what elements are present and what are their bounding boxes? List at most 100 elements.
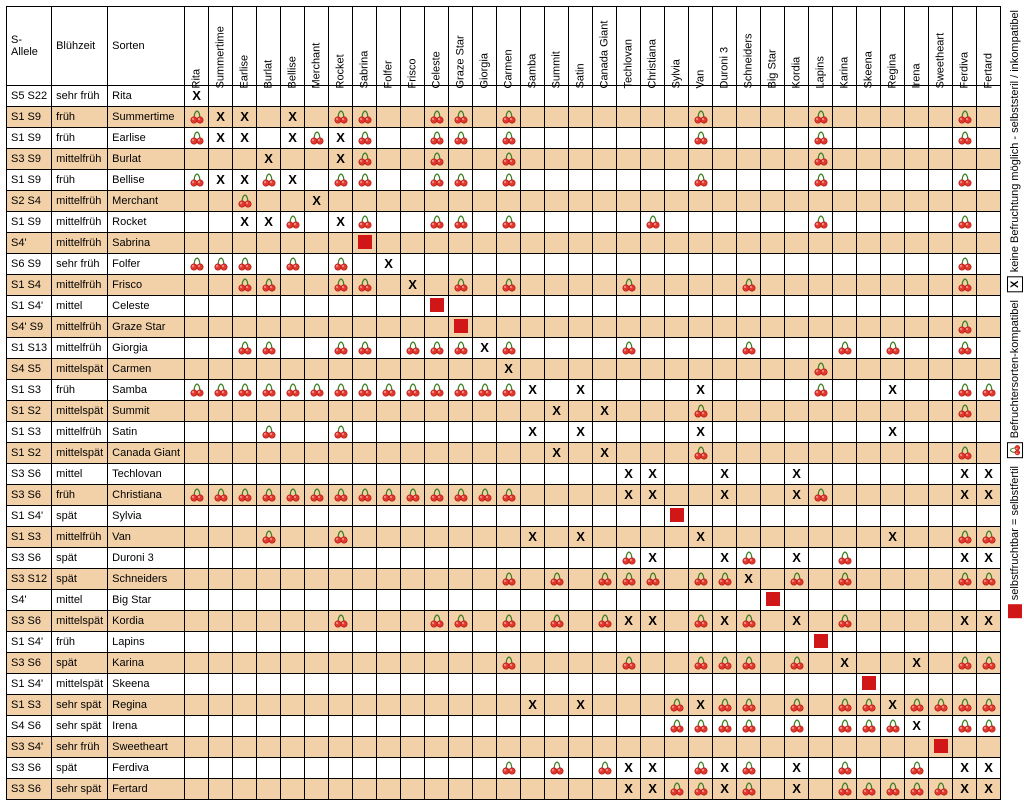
compat-cell: X	[401, 275, 425, 296]
cell-sort: Ferdiva	[108, 758, 185, 779]
compat-cell	[353, 674, 377, 695]
compat-cell	[329, 254, 353, 275]
cherry-icon	[257, 173, 280, 187]
compat-cell	[593, 779, 617, 800]
cell-bloom: mittelfrüh	[52, 422, 108, 443]
compat-cell: X	[713, 485, 737, 506]
cherry-icon	[809, 383, 832, 397]
compat-cell	[761, 422, 785, 443]
compat-cell	[353, 380, 377, 401]
compat-cell	[209, 737, 233, 758]
cherry-icon	[809, 110, 832, 124]
compat-cell	[785, 359, 809, 380]
compat-cell	[953, 695, 977, 716]
compat-cell	[977, 191, 1001, 212]
compat-cell	[281, 401, 305, 422]
cherry-icon	[905, 782, 928, 796]
compat-cell	[809, 317, 833, 338]
compat-cell	[401, 632, 425, 653]
compat-cell	[713, 653, 737, 674]
compat-cell	[185, 296, 209, 317]
compat-cell	[857, 758, 881, 779]
cherry-icon	[233, 383, 256, 397]
compat-cell	[761, 590, 785, 611]
cell-sort: Duroni 3	[108, 548, 185, 569]
compat-cell	[281, 464, 305, 485]
compat-cell	[377, 569, 401, 590]
compat-cell	[617, 632, 641, 653]
compat-cell	[593, 569, 617, 590]
compat-cell	[641, 275, 665, 296]
compat-cell	[257, 527, 281, 548]
cherry-icon	[953, 110, 976, 124]
compat-cell	[521, 569, 545, 590]
compat-cell	[785, 380, 809, 401]
compat-cell	[785, 296, 809, 317]
compat-cell	[497, 569, 521, 590]
col-header: Celeste	[425, 7, 449, 86]
col-header: Summit	[545, 7, 569, 86]
compat-cell	[761, 317, 785, 338]
compat-cell: X	[713, 464, 737, 485]
compat-cell	[833, 527, 857, 548]
cell-allele: S3 S6	[7, 485, 52, 506]
compat-cell	[473, 485, 497, 506]
compat-cell	[353, 359, 377, 380]
compat-cell	[953, 590, 977, 611]
compat-cell	[785, 338, 809, 359]
incompatible-mark: X	[240, 214, 249, 229]
incompatible-mark: X	[216, 109, 225, 124]
cherry-icon	[737, 698, 760, 712]
col-header: Burlat	[257, 7, 281, 86]
compat-cell	[929, 779, 953, 800]
compat-cell	[401, 191, 425, 212]
compat-cell	[209, 401, 233, 422]
compat-cell: X	[641, 464, 665, 485]
compat-cell	[377, 422, 401, 443]
compat-cell	[209, 443, 233, 464]
compat-cell	[569, 611, 593, 632]
compat-cell	[593, 107, 617, 128]
compat-cell	[929, 569, 953, 590]
cherry-icon	[689, 761, 712, 775]
compat-cell	[329, 233, 353, 254]
cherry-icon	[425, 173, 448, 187]
cherry-icon	[665, 782, 688, 796]
compat-cell	[809, 611, 833, 632]
compat-cell	[593, 359, 617, 380]
compat-cell	[833, 149, 857, 170]
cherry-icon	[953, 719, 976, 733]
compat-cell	[209, 548, 233, 569]
compat-cell	[809, 569, 833, 590]
compat-cell	[665, 401, 689, 422]
cherry-icon	[737, 719, 760, 733]
cherry-icon	[329, 110, 352, 124]
compat-cell	[665, 212, 689, 233]
cell-sort: Sweetheart	[108, 737, 185, 758]
compat-cell	[401, 485, 425, 506]
compat-cell	[209, 464, 233, 485]
compat-cell	[857, 422, 881, 443]
incompatible-mark: X	[528, 382, 537, 397]
compat-cell	[377, 149, 401, 170]
compat-cell	[617, 737, 641, 758]
compat-cell	[449, 380, 473, 401]
compat-cell	[737, 611, 761, 632]
col-header: Christiana	[641, 7, 665, 86]
compat-cell	[425, 128, 449, 149]
cherry-icon	[737, 341, 760, 355]
compat-cell	[905, 338, 929, 359]
compat-cell	[425, 695, 449, 716]
cell-allele: S1 S4	[7, 275, 52, 296]
header-sort: Sorten	[108, 7, 185, 86]
cherry-icon	[305, 383, 328, 397]
cherry-icon	[953, 320, 976, 334]
compat-cell	[881, 296, 905, 317]
compat-cell	[689, 107, 713, 128]
compat-cell	[377, 212, 401, 233]
cherry-icon	[305, 131, 328, 145]
compat-cell	[353, 107, 377, 128]
cherry-icon	[281, 488, 304, 502]
compat-cell	[401, 443, 425, 464]
compat-cell	[497, 464, 521, 485]
